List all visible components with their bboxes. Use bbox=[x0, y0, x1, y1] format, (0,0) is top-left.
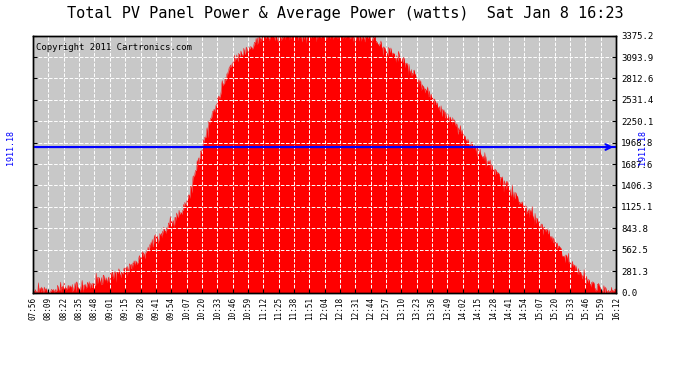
Text: 1911.18: 1911.18 bbox=[638, 129, 647, 165]
Text: 1911.18: 1911.18 bbox=[6, 129, 15, 165]
Text: Copyright 2011 Cartronics.com: Copyright 2011 Cartronics.com bbox=[36, 44, 192, 52]
Text: Total PV Panel Power & Average Power (watts)  Sat Jan 8 16:23: Total PV Panel Power & Average Power (wa… bbox=[67, 6, 623, 21]
